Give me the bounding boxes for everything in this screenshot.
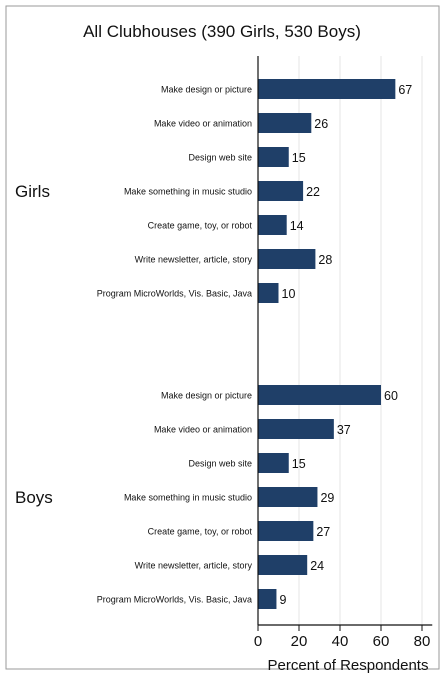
- bar: [258, 215, 287, 235]
- data-label: 22: [306, 185, 320, 199]
- data-label: 26: [314, 117, 328, 131]
- group-labels: Girls Boys: [15, 182, 53, 507]
- data-label: 67: [398, 83, 412, 97]
- x-tick-label: 40: [332, 633, 349, 650]
- data-label: 28: [318, 253, 332, 267]
- x-tick-label: 80: [414, 633, 431, 650]
- x-axis-label: Percent of Respondents: [268, 657, 429, 674]
- category-label: Make design or picture: [161, 85, 252, 95]
- category-label: Create game, toy, or robot: [148, 527, 253, 537]
- x-axis: 0 20 40 60 80: [254, 56, 433, 650]
- category-label: Write newsletter, article, story: [135, 561, 253, 571]
- data-label: 14: [290, 219, 304, 233]
- bar: [258, 113, 312, 133]
- category-label: Program MicroWorlds, Vis. Basic, Java: [97, 595, 252, 605]
- data-label: 37: [337, 423, 351, 437]
- data-label: 15: [292, 151, 306, 165]
- category-label: Make something in music studio: [124, 187, 252, 197]
- category-label: Write newsletter, article, story: [135, 255, 253, 265]
- bar: [258, 79, 396, 99]
- bar: [258, 555, 308, 575]
- data-label: 24: [310, 559, 324, 573]
- group-label: Boys: [15, 488, 53, 507]
- category-label: Make something in music studio: [124, 493, 252, 503]
- data-label: 15: [292, 457, 306, 471]
- bar: [258, 249, 316, 269]
- bar: [258, 589, 277, 609]
- bar: [258, 147, 289, 167]
- category-label: Design web site: [188, 153, 252, 163]
- category-label: Create game, toy, or robot: [148, 221, 253, 231]
- bar: [258, 521, 314, 541]
- bar: [258, 419, 334, 439]
- x-tick-label: 0: [254, 633, 262, 650]
- bar: [258, 487, 318, 507]
- bar: [258, 283, 279, 303]
- chart-frame: [5, 5, 440, 670]
- x-tick-label: 60: [373, 633, 390, 650]
- x-tick-label: 20: [291, 633, 308, 650]
- data-label: 10: [282, 287, 296, 301]
- bar: [258, 181, 304, 201]
- category-label: Make design or picture: [161, 391, 252, 401]
- category-label: Make video or animation: [154, 119, 252, 129]
- data-label: 60: [384, 389, 398, 403]
- group-label: Girls: [15, 182, 50, 201]
- category-label: Design web site: [188, 459, 252, 469]
- data-label: 29: [320, 491, 334, 505]
- bar: [258, 453, 289, 473]
- data-label: 27: [316, 525, 330, 539]
- data-label: 9: [279, 593, 286, 607]
- chart-title: All Clubhouses (390 Girls, 530 Boys): [83, 22, 361, 41]
- bars: Make design or picture 67 Make video or an…: [97, 79, 412, 609]
- bar: [258, 385, 381, 405]
- category-label: Make video or animation: [154, 425, 252, 435]
- category-label: Program MicroWorlds, Vis. Basic, Java: [97, 289, 252, 299]
